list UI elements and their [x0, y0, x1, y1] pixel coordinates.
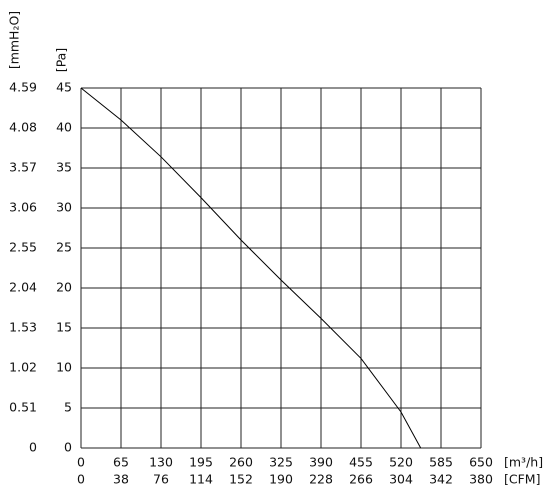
- x2-axis-title: [CFM]: [504, 472, 540, 487]
- x2-tick-label: 266: [349, 472, 373, 487]
- x-tick-label: 520: [389, 455, 413, 470]
- y-tick-label: 10: [56, 360, 72, 375]
- y-tick-label: 40: [56, 120, 72, 135]
- x2-tick-label: 0: [77, 472, 85, 487]
- x2-tick-label: 76: [153, 472, 169, 487]
- x2-tick-label: 114: [189, 472, 213, 487]
- x2-tick-label: 304: [389, 472, 413, 487]
- x-tick-label: 390: [309, 455, 333, 470]
- x-tick-label: 195: [189, 455, 213, 470]
- y2-tick-label: 0: [29, 440, 37, 455]
- x-tick-label: 130: [149, 455, 173, 470]
- y-axis-title: [Pa]: [54, 48, 69, 72]
- y-tick-label: 15: [56, 320, 72, 335]
- x-tick-label: 260: [229, 455, 253, 470]
- x-tick-label: 65: [113, 455, 129, 470]
- y2-tick-label: 2.55: [9, 240, 37, 255]
- x-tick-label: 0: [77, 455, 85, 470]
- y2-axis-title: [mmH₂O]: [7, 11, 22, 69]
- y2-tick-label: 2.04: [9, 280, 37, 295]
- x2-tick-label: 380: [469, 472, 493, 487]
- y2-tick-label: 0.51: [9, 400, 37, 415]
- y-tick-label: 0: [64, 440, 72, 455]
- x-axis-title: [m³/h]: [504, 455, 543, 470]
- y2-tick-label: 3.06: [9, 200, 37, 215]
- y2-tick-label: 1.02: [9, 360, 37, 375]
- y2-tick-label: 4.59: [9, 80, 37, 95]
- x2-tick-label: 228: [309, 472, 333, 487]
- y-tick-label: 25: [56, 240, 72, 255]
- x2-tick-label: 38: [113, 472, 129, 487]
- x-tick-label: 455: [349, 455, 373, 470]
- x-tick-label: 325: [269, 455, 293, 470]
- y2-tick-label: 4.08: [9, 120, 37, 135]
- x-tick-label: 650: [469, 455, 493, 470]
- curve: [80, 87, 422, 449]
- y2-tick-label: 1.53: [9, 320, 37, 335]
- y-tick-label: 30: [56, 200, 72, 215]
- y2-tick-label: 3.57: [9, 160, 37, 175]
- x2-tick-label: 190: [269, 472, 293, 487]
- y-tick-label: 5: [64, 400, 72, 415]
- y-tick-label: 35: [56, 160, 72, 175]
- x-tick-label: 585: [429, 455, 453, 470]
- x2-tick-label: 342: [429, 472, 453, 487]
- y-tick-label: 45: [56, 80, 72, 95]
- x2-tick-label: 152: [229, 472, 253, 487]
- y-tick-label: 20: [56, 280, 72, 295]
